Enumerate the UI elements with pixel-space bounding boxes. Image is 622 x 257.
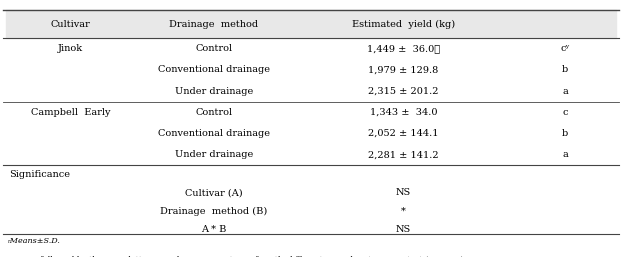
Text: 1,343 ±  34.0: 1,343 ± 34.0 (369, 108, 437, 117)
Text: Jinok: Jinok (58, 44, 83, 53)
Text: 1,449 ±  36.0ᵺ: 1,449 ± 36.0ᵺ (367, 44, 440, 53)
Text: NS: NS (396, 188, 411, 197)
Text: A * B: A * B (202, 225, 226, 234)
Text: 1,979 ± 129.8: 1,979 ± 129.8 (368, 66, 439, 75)
Text: Under drainage: Under drainage (175, 87, 253, 96)
Text: 2,052 ± 144.1: 2,052 ± 144.1 (368, 129, 439, 138)
Bar (6, 10, 616, 38)
Text: a: a (562, 150, 568, 159)
Text: 2,315 ± 201.2: 2,315 ± 201.2 (368, 87, 439, 96)
Text: Drainage  method (B): Drainage method (B) (160, 207, 267, 216)
Text: b: b (562, 129, 568, 138)
Text: cʸ: cʸ (560, 44, 570, 53)
Text: b: b (562, 66, 568, 75)
Text: ᵣMeans±S.D.: ᵣMeans±S.D. (7, 237, 60, 245)
Text: Conventional drainage: Conventional drainage (158, 129, 270, 138)
Text: Control: Control (195, 108, 233, 117)
Text: Cultivar: Cultivar (51, 20, 91, 29)
Text: Campbell  Early: Campbell Early (31, 108, 111, 117)
Text: c: c (562, 108, 568, 117)
Text: Under drainage: Under drainage (175, 150, 253, 159)
Text: Drainage  method: Drainage method (169, 20, 259, 29)
Text: ʸMeans followed by the same letters in columns are not significantly different a: ʸMeans followed by the same letters in c… (7, 256, 463, 257)
Text: Significance: Significance (9, 170, 70, 179)
Text: Estimated  yield (kg): Estimated yield (kg) (352, 20, 455, 29)
Text: NS: NS (396, 225, 411, 234)
Text: Conventional drainage: Conventional drainage (158, 66, 270, 75)
Text: Control: Control (195, 44, 233, 53)
Text: Cultivar (A): Cultivar (A) (185, 188, 243, 197)
Text: a: a (562, 87, 568, 96)
Text: *: * (401, 207, 406, 216)
Text: 2,281 ± 141.2: 2,281 ± 141.2 (368, 150, 439, 159)
